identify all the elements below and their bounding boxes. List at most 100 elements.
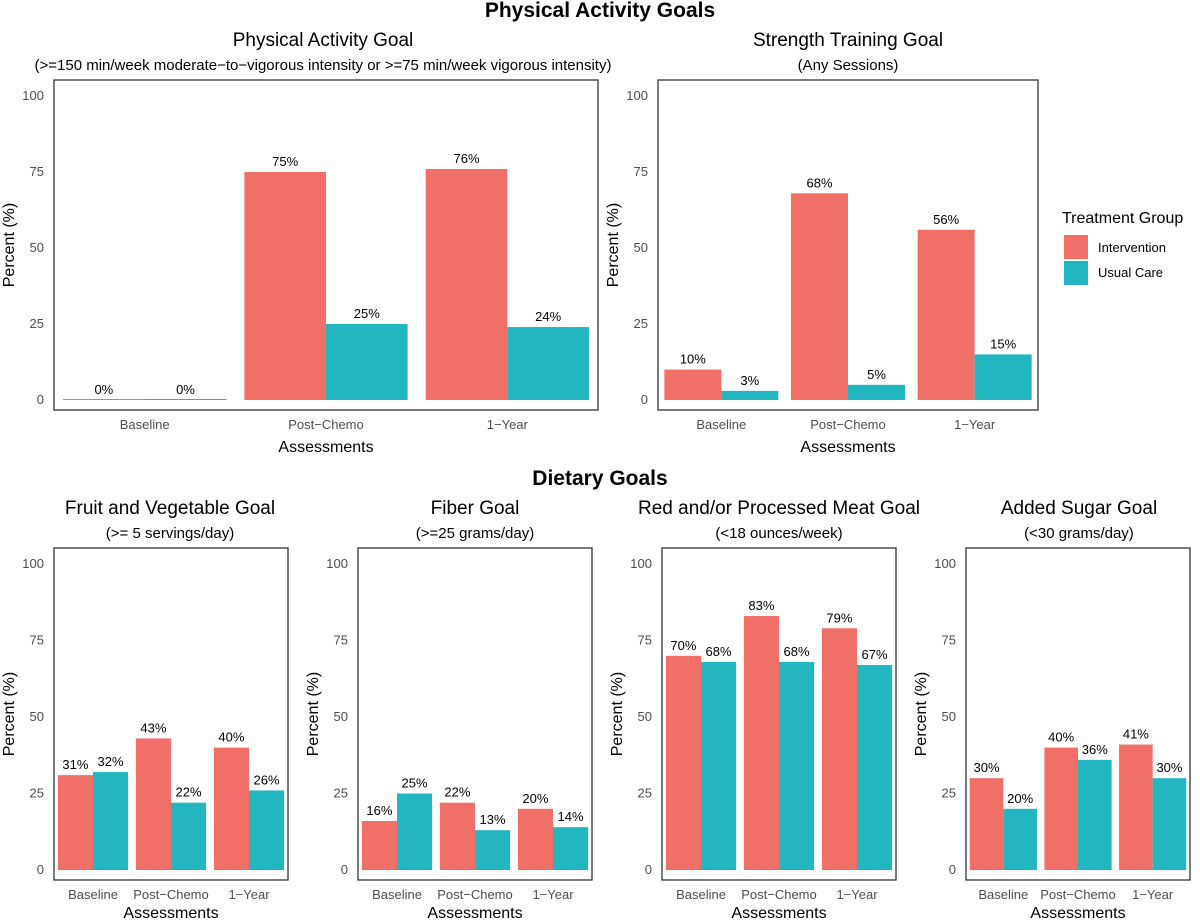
y-tick-label: 75 <box>30 164 44 179</box>
bar-value-label: 68% <box>706 644 732 659</box>
plot-frame <box>965 547 1191 881</box>
y-tick-label: 50 <box>634 240 648 255</box>
x-tick-label: Baseline <box>372 887 422 902</box>
legend-label-usual-care: Usual Care <box>1098 265 1163 280</box>
bar-usual-care <box>974 354 1032 400</box>
bar-value-label: 14% <box>558 809 584 824</box>
chart-panel-4: Red and/or Processed Meat Goal (<18 ounce… <box>609 498 920 921</box>
panel-title: Fiber Goal <box>431 498 520 519</box>
bar-value-label: 40% <box>1048 730 1074 745</box>
bar-value-label: 25% <box>354 306 380 321</box>
x-tick-label: Baseline <box>696 417 746 432</box>
panel-title: Added Sugar Goal <box>1001 498 1157 519</box>
chart-panel-3: Fiber Goal (>=25 grams/day) 0 25 50 75 100 Base… <box>305 498 593 921</box>
plot-frame <box>357 547 593 881</box>
bar-value-label: 15% <box>990 336 1016 351</box>
bar-value-label: 20% <box>1007 791 1033 806</box>
bar-value-label: 5% <box>867 367 886 382</box>
y-tick-label: 0 <box>949 862 956 877</box>
bar-intervention <box>135 738 171 870</box>
bar-value-label: 30% <box>1156 760 1182 775</box>
y-tick-label: 0 <box>37 862 44 877</box>
bar-value-label: 32% <box>98 754 124 769</box>
plot-frame <box>661 547 897 881</box>
y-tick-label: 25 <box>634 316 648 331</box>
y-tick-label: 50 <box>334 709 348 724</box>
bar-value-label: 0% <box>94 382 113 397</box>
bar-value-label: 25% <box>402 776 428 791</box>
bar-intervention <box>743 616 779 870</box>
bar-value-label: 3% <box>740 373 759 388</box>
panel-subtitle: (>=150 min/week moderate−to−vigorous int… <box>35 57 612 74</box>
bar-usual-care <box>93 772 129 870</box>
bar-value-label: 20% <box>522 791 548 806</box>
bar-value-label: 16% <box>366 803 392 818</box>
bar-intervention <box>917 229 975 400</box>
panel-subtitle: (>= 5 servings/day) <box>106 525 234 542</box>
x-tick-label: Baseline <box>68 887 118 902</box>
y-axis-label: Percent (%) <box>1 203 18 287</box>
bar-usual-care <box>779 661 815 870</box>
bar-usual-care <box>857 664 893 870</box>
panel-title: Fruit and Vegetable Goal <box>65 498 275 519</box>
bar-value-label: 26% <box>254 772 280 787</box>
y-tick-label: 25 <box>334 786 348 801</box>
bar-value-label: 43% <box>140 720 166 735</box>
bar-usual-care <box>848 384 905 400</box>
legend-label-intervention: Intervention <box>1098 240 1166 255</box>
bar-value-label: 13% <box>480 812 506 827</box>
y-tick-label: 25 <box>30 786 44 801</box>
y-tick-label: 100 <box>326 556 348 571</box>
bar-intervention <box>244 172 326 400</box>
y-axis-label: Percent (%) <box>913 672 930 756</box>
x-axis-label: Assessments <box>278 439 373 456</box>
x-tick-label: 1−Year <box>532 887 574 902</box>
bar-intervention <box>439 802 475 870</box>
section-title-dietary: Dietary Goals <box>532 467 667 490</box>
bar-usual-care <box>701 661 737 870</box>
legend-swatch-intervention <box>1064 235 1088 259</box>
bar-value-label: 83% <box>748 598 774 613</box>
bar-intervention <box>517 808 553 870</box>
panel-subtitle: (Any Sessions) <box>798 57 899 74</box>
y-tick-label: 25 <box>638 786 652 801</box>
legend: Treatment Group Intervention Usual Care <box>1062 210 1183 285</box>
y-tick-label: 75 <box>334 633 348 648</box>
bar-intervention <box>63 399 145 400</box>
x-axis-label: Assessments <box>427 905 522 921</box>
bar-intervention <box>1044 747 1078 870</box>
x-tick-label: 1−Year <box>836 887 878 902</box>
bar-value-label: 24% <box>535 309 561 324</box>
bar-value-label: 56% <box>933 212 959 227</box>
y-axis-label: Percent (%) <box>605 203 622 287</box>
panel-title: Physical Activity Goal <box>233 30 414 51</box>
y-tick-label: 0 <box>645 862 652 877</box>
plot-frame <box>657 79 1039 411</box>
bar-usual-care <box>249 790 285 870</box>
bar-usual-care <box>1003 808 1037 870</box>
bar-usual-care <box>553 827 589 870</box>
bar-value-label: 10% <box>680 352 706 367</box>
bar-intervention <box>425 168 508 400</box>
x-tick-label: Baseline <box>676 887 726 902</box>
bar-usual-care <box>171 802 207 870</box>
bar-usual-care <box>721 390 779 400</box>
bar-intervention <box>361 821 397 870</box>
charts-container: Physical Activity Goal (>=150 min/week mo… <box>1 30 1191 921</box>
bar-intervention <box>57 775 93 870</box>
chart-panel-5: Added Sugar Goal (<30 grams/day) 0 25 50 75 10… <box>913 498 1191 921</box>
x-tick-label: 1−Year <box>954 417 996 432</box>
x-tick-label: Baseline <box>978 887 1028 902</box>
y-tick-label: 50 <box>942 709 956 724</box>
plot-frame <box>53 547 289 881</box>
y-tick-label: 100 <box>934 556 956 571</box>
bar-value-label: 68% <box>806 175 832 190</box>
x-axis-label: Assessments <box>800 439 895 456</box>
x-tick-label: Post−Chemo <box>1040 887 1116 902</box>
panel-subtitle: (>=25 grams/day) <box>416 525 534 542</box>
bar-value-label: 75% <box>272 154 298 169</box>
bar-value-label: 76% <box>454 151 480 166</box>
x-axis-label: Assessments <box>1030 905 1125 921</box>
bar-usual-care <box>397 793 433 870</box>
chart-panel-0: Physical Activity Goal (>=150 min/week mo… <box>1 30 611 456</box>
